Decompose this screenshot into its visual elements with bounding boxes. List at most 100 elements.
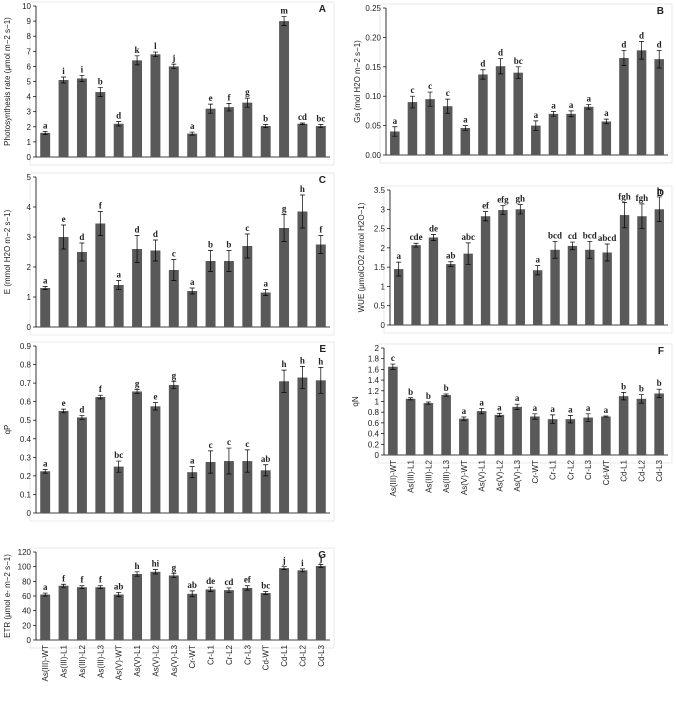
bar	[637, 216, 647, 325]
error-bar	[603, 415, 609, 418]
significance-letter: a	[515, 393, 520, 403]
significance-letter: a	[568, 404, 573, 414]
error-bar	[281, 566, 287, 570]
error-bar	[603, 118, 609, 125]
error-bar	[189, 287, 195, 295]
bar	[242, 587, 253, 640]
significance-letter: a	[604, 108, 609, 118]
significance-letter: ab	[261, 454, 271, 464]
significance-letter: a	[497, 402, 502, 412]
significance-letter: h	[282, 359, 287, 369]
bar	[168, 575, 179, 640]
bar	[279, 381, 290, 513]
bar	[242, 461, 253, 513]
significance-letter: i	[301, 558, 304, 568]
error-bar	[134, 571, 140, 577]
bar	[95, 587, 106, 640]
significance-letter: j	[318, 553, 322, 563]
significance-letter: a	[586, 93, 591, 103]
bar	[441, 395, 451, 455]
error-bar	[116, 591, 122, 598]
y-tick-label: 2	[27, 123, 32, 132]
significance-letter: d	[135, 225, 140, 235]
x-tick-label: As(V)-L1	[478, 459, 487, 491]
significance-letter: g	[172, 562, 177, 572]
y-tick-label: 1.4	[368, 376, 380, 385]
significance-letter: i	[62, 66, 65, 76]
error-bar	[462, 125, 468, 131]
x-tick-label: As(V)-L3	[170, 644, 179, 676]
significance-letter: c	[172, 249, 176, 259]
significance-letter: cde	[410, 232, 423, 242]
y-axis-label: qN	[351, 396, 360, 406]
bar	[223, 261, 234, 327]
y-tick-label: 0.5	[20, 416, 32, 425]
error-bar	[97, 394, 103, 400]
bar	[150, 250, 161, 327]
y-tick-label: 0.8	[20, 361, 32, 370]
bar	[530, 416, 540, 455]
bar	[187, 472, 198, 513]
error-bar	[42, 469, 48, 474]
bar	[460, 127, 471, 155]
y-tick-label: 0	[381, 321, 386, 330]
significance-letter: e	[153, 392, 157, 402]
significance-letter: c	[446, 88, 450, 98]
error-bar	[97, 585, 103, 590]
error-bar	[171, 572, 177, 579]
y-tick-label: 0	[27, 153, 32, 162]
error-bar	[498, 58, 504, 75]
panel-label: E	[319, 344, 326, 355]
y-tick-label: 0.6	[368, 419, 380, 428]
bar	[547, 419, 558, 455]
error-bar	[79, 75, 85, 82]
error-bar	[443, 393, 449, 397]
error-bar	[79, 415, 85, 420]
bar	[95, 397, 106, 513]
x-tick-label: Cd-L1	[620, 459, 629, 481]
significance-letter: abc	[461, 232, 475, 242]
y-axis-label: ETR (μmol e- m−2 s−1)	[3, 554, 12, 638]
significance-letter: f	[99, 575, 103, 585]
bar	[315, 380, 326, 513]
bar	[150, 406, 161, 513]
y-tick-label: 1.8	[368, 355, 380, 364]
error-bar	[263, 464, 269, 477]
y-tick-label: 0.7	[20, 379, 32, 388]
error-bar	[622, 201, 628, 229]
bar	[132, 249, 143, 327]
significance-letter: h	[318, 356, 323, 366]
error-bar	[500, 205, 506, 216]
y-tick-label: 120	[18, 548, 32, 557]
bar	[478, 74, 488, 155]
x-tick-label: As(V)-WT	[115, 645, 124, 680]
x-tick-label: As(III)-L3	[96, 644, 105, 677]
bar	[512, 406, 522, 455]
bar	[297, 377, 308, 513]
significance-letter: h	[300, 355, 305, 365]
plot-frame	[29, 547, 335, 649]
y-tick-label: 0.6	[20, 398, 32, 407]
bar	[132, 574, 143, 640]
y-tick-label: 0.3	[20, 453, 32, 462]
significance-letter: h	[300, 184, 305, 194]
error-bar	[427, 91, 433, 107]
significance-letter: f	[80, 575, 84, 585]
error-bar	[134, 235, 140, 263]
significance-letter: c	[209, 440, 213, 450]
significance-letter: cd	[224, 577, 233, 587]
error-bar	[656, 196, 662, 222]
error-bar	[515, 66, 521, 79]
x-tick-label: As(III)-L1	[407, 459, 416, 492]
bar	[58, 237, 69, 327]
error-bar	[621, 49, 627, 66]
bar	[58, 585, 69, 640]
significance-letter: h	[135, 561, 140, 571]
x-tick-label: Cd-L2	[298, 644, 307, 666]
bar	[442, 106, 453, 155]
plot-frame	[379, 3, 673, 164]
bar	[260, 292, 271, 327]
bar	[515, 209, 526, 325]
bar	[150, 54, 161, 157]
significance-letter: bcd	[548, 230, 562, 240]
